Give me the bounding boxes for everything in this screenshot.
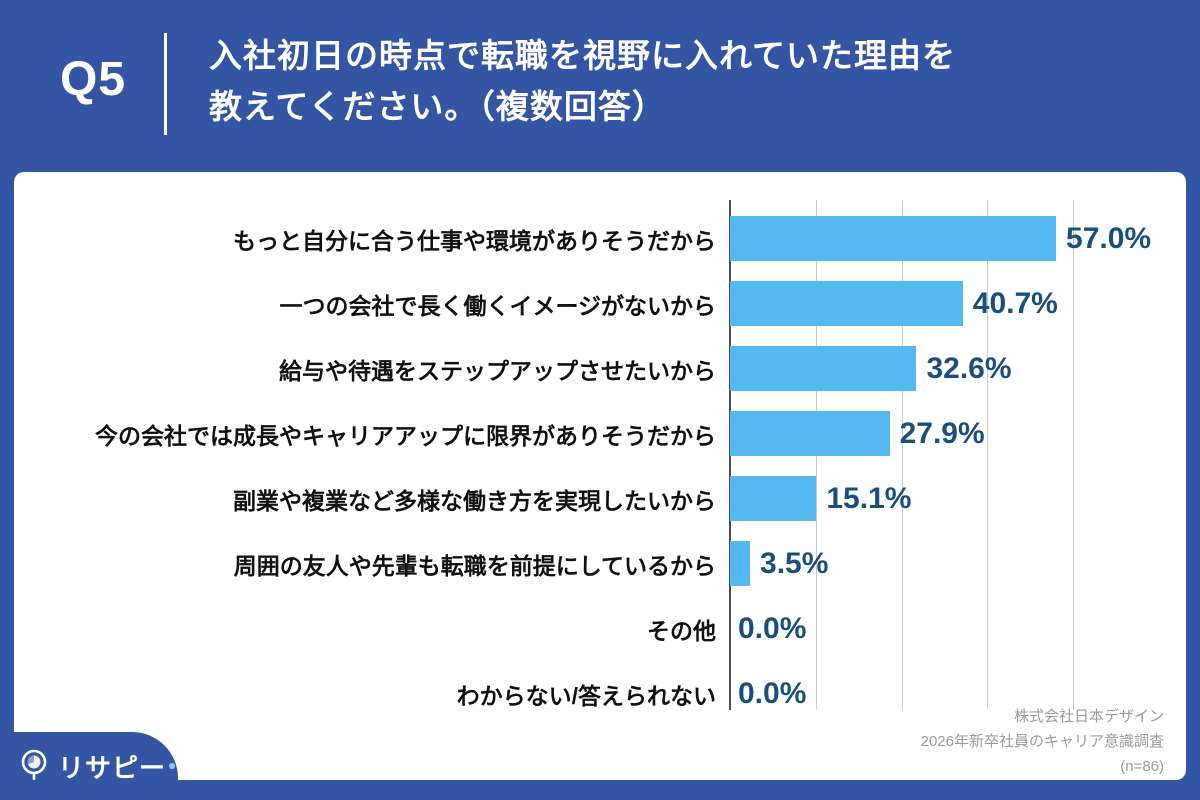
question-number: Q5 xyxy=(60,53,127,106)
header: Q5 入社初日の時点で転職を視野に入れていた理由を 教えてください。（複数回答） xyxy=(0,0,1200,172)
bar-value: 40.7% xyxy=(972,286,1058,320)
bar xyxy=(730,281,963,326)
bar-chart: もっと自分に合う仕事や環境がありそうだから 57.0% 一つの会社で長く働くイメージ… xyxy=(14,172,1186,780)
chart-row: もっと自分に合う仕事や環境がありそうだから 57.0% xyxy=(14,206,1186,271)
chart-row: 給与や待遇をステップアップさせたいから 32.6% xyxy=(14,336,1186,401)
bar-value: 32.6% xyxy=(926,351,1012,385)
bar xyxy=(730,411,890,456)
bar xyxy=(730,216,1057,261)
question-title-line1: 入社初日の時点で転職を視野に入れていた理由を xyxy=(209,37,957,74)
row-label: その他 xyxy=(647,617,716,644)
chart-row: 今の会社では成長やキャリアアップに限界がありそうだから 27.9% xyxy=(14,401,1186,466)
bar xyxy=(730,541,751,586)
chart-row: その他 0.0% xyxy=(14,596,1186,661)
chart-row: わからない/答えられない 0.0% xyxy=(14,661,1186,726)
bar xyxy=(730,476,817,521)
gridline-30pct xyxy=(901,200,903,710)
chart-row: 周囲の友人や先輩も転職を前提にしているから 3.5% xyxy=(14,531,1186,596)
row-label: わからない/答えられない xyxy=(456,682,716,709)
chart-row: 副業や複業など多様な働き方を実現したいから 15.1% xyxy=(14,466,1186,531)
bar-value: 57.0% xyxy=(1066,221,1152,255)
source-line-n: (n=86) xyxy=(1120,758,1164,775)
gridline-60pct xyxy=(1073,200,1075,710)
chart-card: もっと自分に合う仕事や環境がありそうだから 57.0% 一つの会社で長く働くイメージ… xyxy=(14,172,1186,780)
bar-value: 0.0% xyxy=(738,611,807,645)
row-label: 副業や複業など多様な働き方を実現したいから xyxy=(233,487,716,514)
row-label: もっと自分に合う仕事や環境がありそうだから xyxy=(233,227,716,254)
row-label: 周囲の友人や先輩も転職を前提にしているから xyxy=(233,552,716,579)
question-title: 入社初日の時点で転職を視野に入れていた理由を 教えてください。（複数回答） xyxy=(209,30,956,132)
source-note: 株式会社日本デザイン 2026年新卒社員のキャリア意識調査 (n=86) xyxy=(921,704,1164,779)
logo-text: リサピー xyxy=(58,752,167,783)
logo-badge: リサピー xyxy=(0,732,178,800)
bar xyxy=(730,346,917,391)
gridline-45pct xyxy=(987,200,989,710)
source-line-company: 株式会社日本デザイン xyxy=(1013,708,1164,725)
magnifier-pie-icon xyxy=(21,749,47,780)
logo-dot xyxy=(169,762,176,769)
chart-row: 一つの会社で長く働くイメージがないから 40.7% xyxy=(14,271,1186,336)
row-label: 一つの会社で長く働くイメージがないから xyxy=(279,292,716,319)
row-label: 給与や待遇をステップアップさせたいから xyxy=(279,357,716,384)
question-title-line2: 教えてください。（複数回答） xyxy=(209,88,666,125)
bar-value: 15.1% xyxy=(826,481,912,515)
bar-value: 0.0% xyxy=(738,676,807,710)
source-line-survey: 2026年新卒社員のキャリア意識調査 xyxy=(920,733,1164,750)
bar-value: 27.9% xyxy=(899,416,985,450)
row-label: 今の会社では成長やキャリアアップに限界がありそうだから xyxy=(95,422,716,449)
header-divider xyxy=(164,33,167,135)
bar-value: 3.5% xyxy=(760,546,829,580)
